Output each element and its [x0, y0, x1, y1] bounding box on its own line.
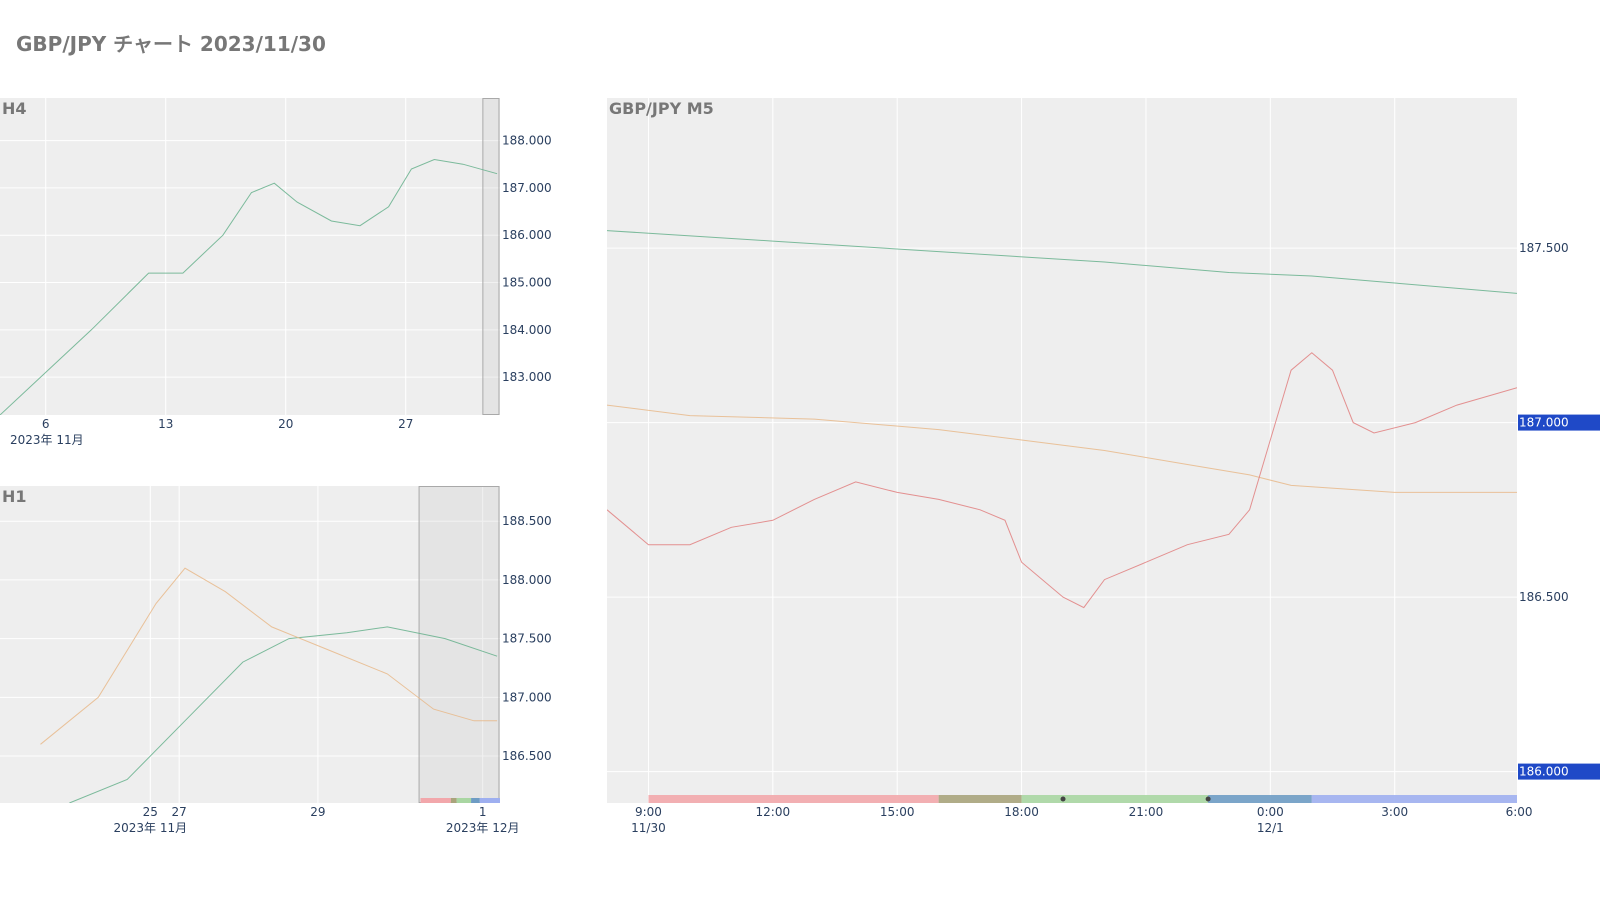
m5-xtick-label: 0:00 [1257, 805, 1284, 819]
m5-xtick-label: 3:00 [1381, 805, 1408, 819]
h1-panel-title: H1 [2, 487, 27, 506]
h1-ytick-label: 188.000 [502, 573, 552, 587]
h1-panel: 186.500 187.000 187.500 188.000 188.500 25 27 2… [0, 486, 552, 835]
h4-xtick-label: 13 [158, 417, 173, 431]
m5-price-box-label: 186.000 [1519, 765, 1569, 779]
m5-session-band [1021, 795, 1209, 803]
h4-ma-long-line [0, 158, 498, 415]
h4-panel: 183.000 184.000 185.000 186.000 187.000 188.0… [0, 98, 552, 447]
h4-xsub-label: 2023年 11月 [10, 433, 84, 447]
h4-panel-title: H4 [2, 99, 27, 118]
h4-ytick-label: 187.000 [502, 181, 552, 195]
m5-panel-title: GBP/JPY M5 [609, 99, 714, 118]
m5-ma-mid-line [607, 404, 1517, 493]
h1-ytick-label: 187.500 [502, 632, 552, 646]
h1-session-band [456, 798, 472, 803]
h4-range-highlight [482, 98, 500, 415]
h4-xtick-label: 6 [42, 417, 50, 431]
h4-ytick-label: 184.000 [502, 323, 552, 337]
h1-xtick-label: 25 [143, 805, 158, 819]
m5-ma-short-line [607, 352, 1517, 609]
h4-ytick-label: 183.000 [502, 370, 552, 384]
m5-plot-area [607, 98, 1517, 803]
m5-session-marker [1205, 796, 1211, 802]
h1-ma-long-line [69, 626, 498, 803]
page-title: GBP/JPY チャート 2023/11/30 [16, 32, 326, 56]
h1-xsub-label: 2023年 11月 [113, 821, 187, 835]
m5-session-band [938, 795, 1022, 803]
m5-xtick-label: 9:00 [635, 805, 662, 819]
h1-session-band [471, 798, 480, 803]
h1-ytick-label: 187.000 [502, 690, 552, 704]
h1-session-band [420, 798, 451, 803]
m5-session-band [648, 795, 939, 803]
h1-ma-mid-line [40, 567, 498, 745]
m5-xtick-label: 6:00 [1506, 805, 1533, 819]
m5-xtick-label: 12:00 [756, 805, 791, 819]
m5-xtick-label: 15:00 [880, 805, 915, 819]
h1-xtick-label: 29 [310, 805, 325, 819]
m5-session-band [1208, 795, 1312, 803]
h1-xtick-label: 27 [172, 805, 187, 819]
h1-session-band [479, 798, 500, 803]
m5-price-box-label: 187.000 [1519, 416, 1569, 430]
h1-ytick-label: 188.500 [502, 514, 552, 528]
h4-xtick-label: 27 [398, 417, 413, 431]
h4-ytick-label: 186.000 [502, 228, 552, 242]
m5-xtick-label: 18:00 [1004, 805, 1039, 819]
h4-ytick-label: 185.000 [502, 276, 552, 290]
h4-plot-bg [0, 98, 500, 415]
h4-plot-area [0, 98, 500, 415]
h4-ytick-label: 188.000 [502, 134, 552, 148]
h1-xsub-label: 2023年 12月 [446, 821, 520, 835]
h1-range-highlight [418, 486, 500, 803]
m5-session-band [1311, 795, 1517, 803]
m5-xsub-label: 11/30 [631, 821, 666, 835]
m5-price-box [1518, 763, 1600, 780]
h1-ytick-label: 186.500 [502, 749, 552, 763]
h1-plot-bg [0, 486, 500, 803]
h1-session-band [450, 798, 457, 803]
h1-xtick-label: 1 [479, 805, 487, 819]
m5-xsub-label: 12/1 [1257, 821, 1284, 835]
m5-xtick-label: 21:00 [1129, 805, 1164, 819]
m5-plot-bg [607, 98, 1517, 803]
m5-panel: 186.000186.500187.000187.500187.000186.0… [607, 98, 1600, 835]
m5-ytick-label: 187.500 [1519, 241, 1569, 255]
m5-session-marker [1060, 796, 1066, 802]
m5-ma-long-line [607, 230, 1517, 294]
m5-price-box [1518, 414, 1600, 431]
h4-xtick-label: 20 [278, 417, 293, 431]
h1-plot-area [0, 486, 500, 803]
m5-ytick-label: 186.500 [1519, 590, 1569, 604]
